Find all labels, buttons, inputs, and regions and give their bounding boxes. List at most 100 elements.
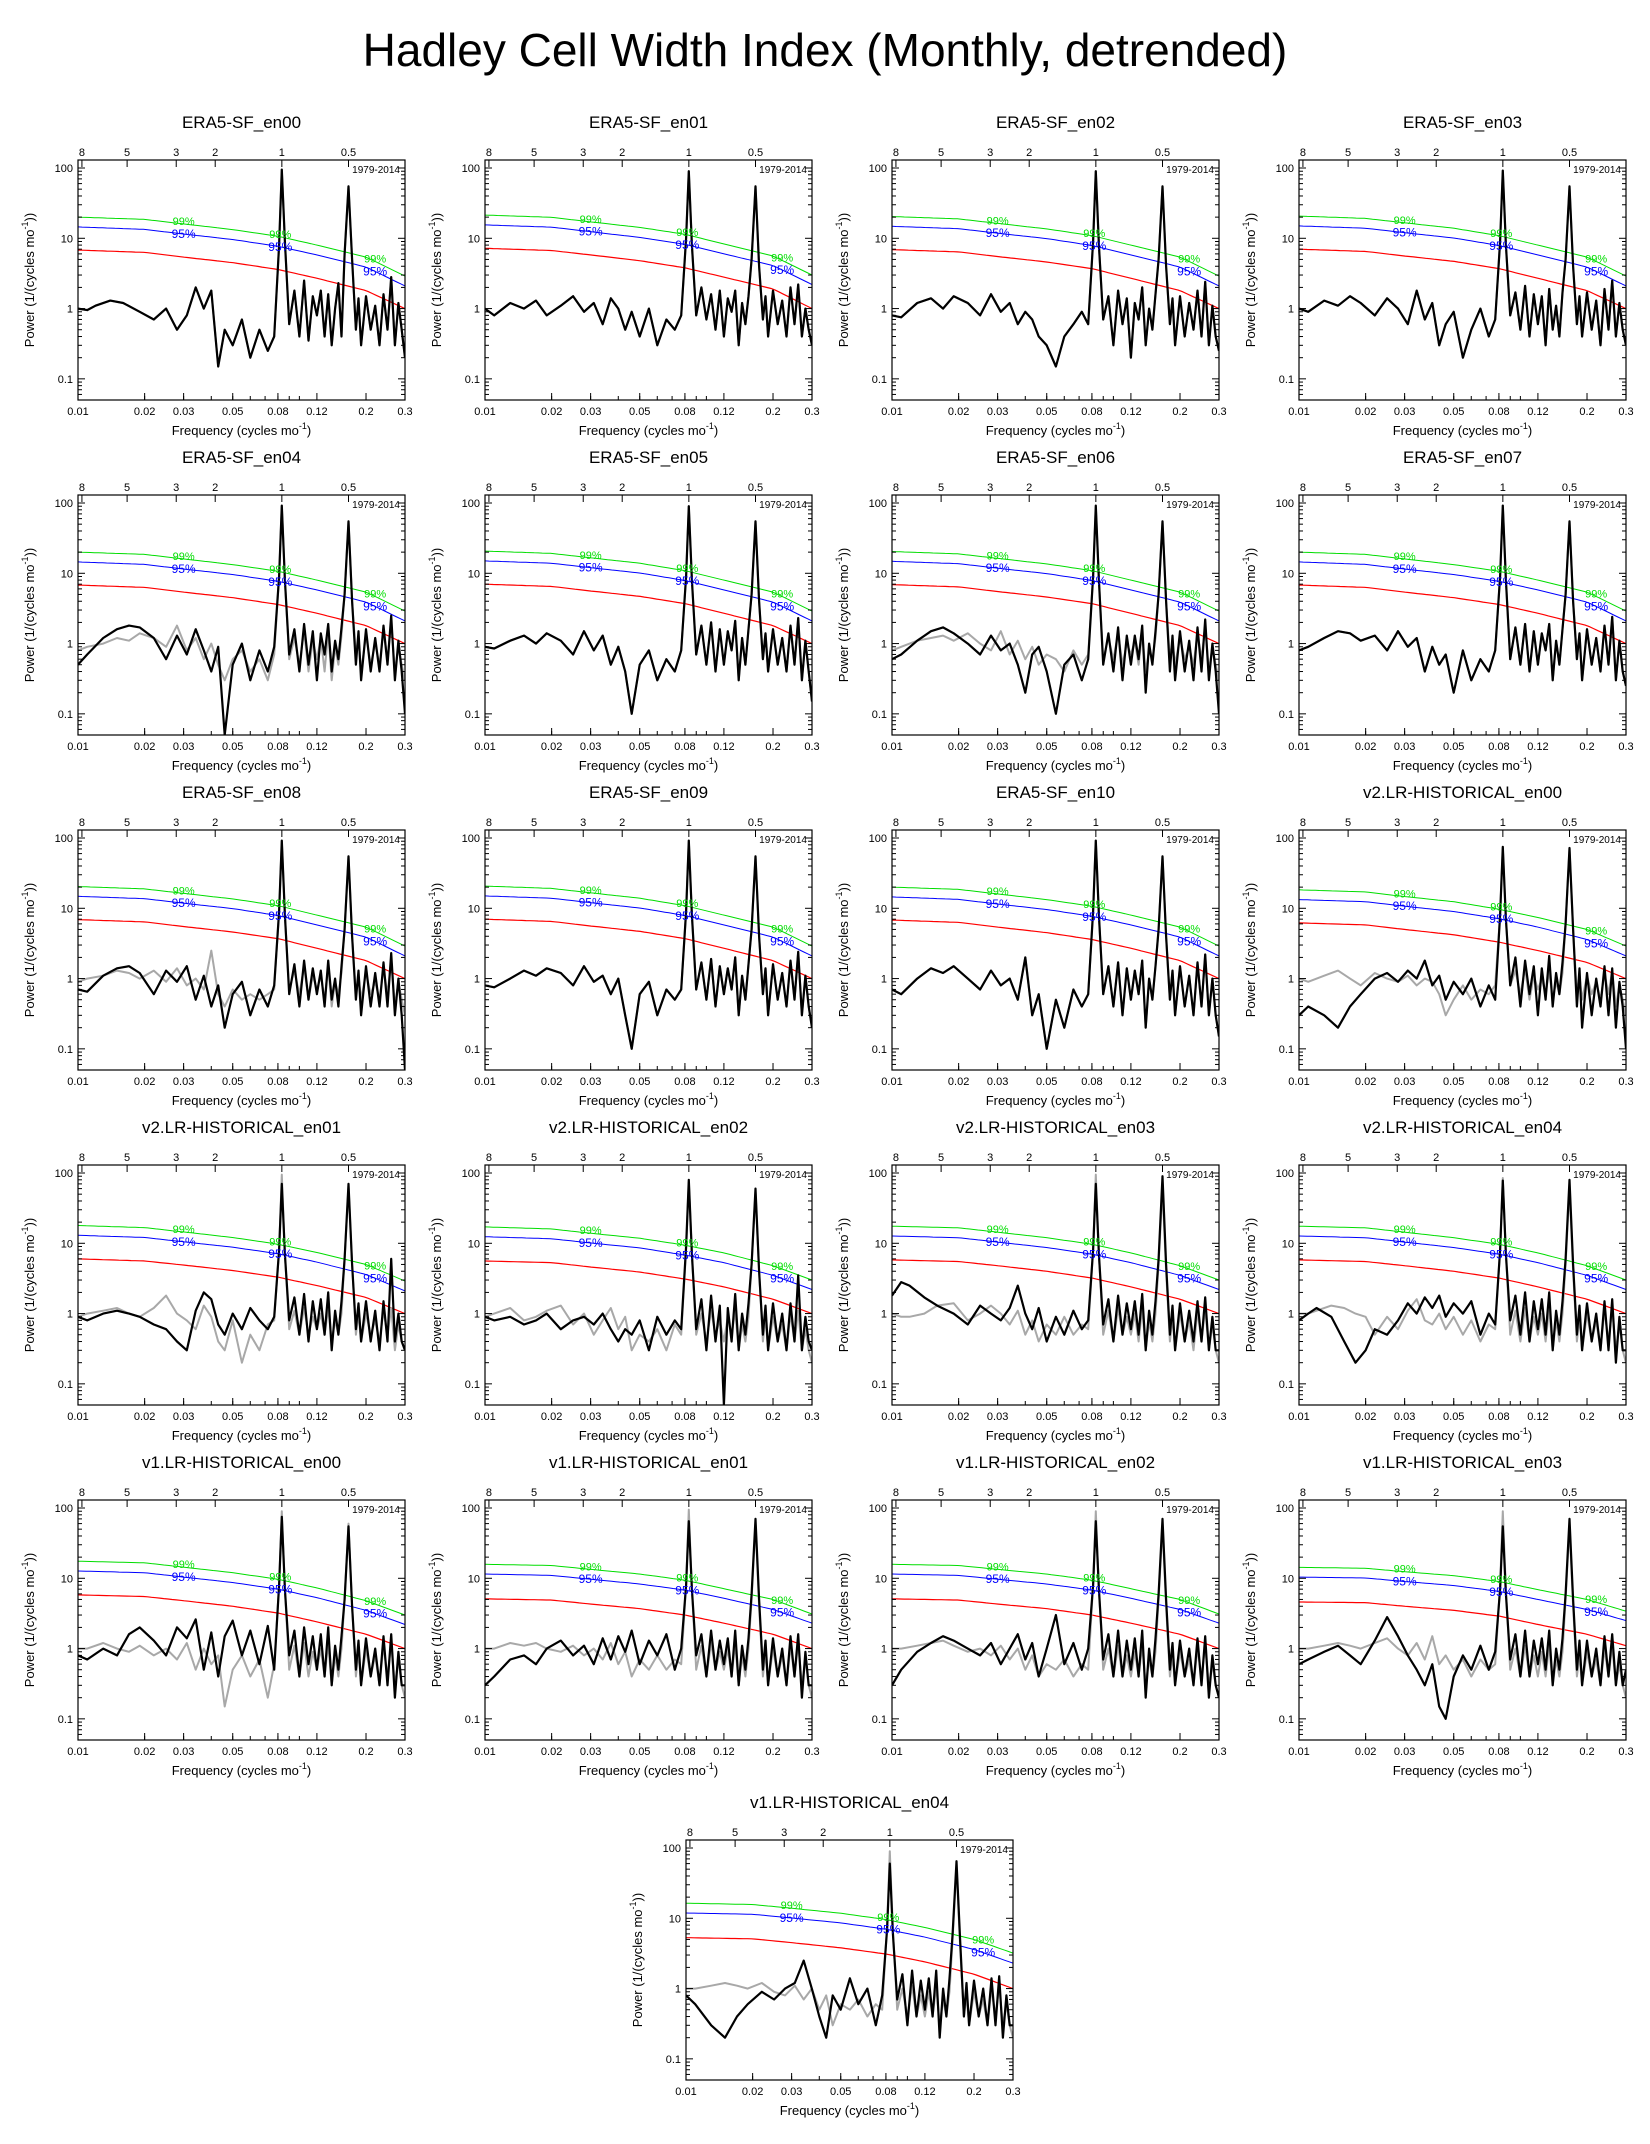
confidence-99-curve — [892, 886, 1219, 947]
panel-title: v1.LR-HISTORICAL_en00 — [142, 1453, 341, 1472]
confidence-99-curve — [78, 886, 405, 947]
plot-frame — [891, 494, 1220, 736]
confidence-95-label: 95% — [675, 909, 699, 923]
confidence-95-label: 95% — [1489, 239, 1513, 253]
confidence-95-label: 95% — [1177, 599, 1201, 613]
period-label: 1979-2014 — [1166, 165, 1214, 176]
reference-spectrum-line — [78, 1510, 405, 1708]
red-noise-curve — [892, 249, 1219, 310]
confidence-95-label: 95% — [1393, 1235, 1417, 1249]
period-tick-label: 2 — [1026, 482, 1032, 494]
period-tick-label: 1 — [1500, 817, 1506, 829]
plot-frame — [891, 829, 1220, 1071]
x-tick-label: 0.12 — [914, 2086, 935, 2098]
panel-title: ERA5-SF_en04 — [182, 448, 301, 467]
period-tick-label: 1 — [686, 482, 692, 494]
period-label: 1979-2014 — [759, 1505, 807, 1516]
period-tick-label: 8 — [79, 482, 85, 494]
y-tick-label: 1 — [474, 304, 480, 316]
period-tick-label: 2 — [1026, 147, 1032, 159]
spectrum-line — [892, 170, 1219, 368]
y-axis-label: Power (1/(cycles mo-1)) — [20, 883, 37, 1017]
spectrum-line — [485, 1178, 812, 1405]
y-tick-label: 100 — [462, 1503, 480, 1515]
confidence-99-curve — [1299, 551, 1626, 612]
y-axis-label: Power (1/(cycles mo-1)) — [1241, 1218, 1258, 1352]
x-tick-label: 0.3 — [1211, 1746, 1226, 1758]
period-label: 1979-2014 — [352, 835, 400, 846]
confidence-99-curve — [892, 216, 1219, 277]
x-tick-label: 0.12 — [306, 406, 327, 418]
red-noise-curve — [78, 584, 405, 645]
panel-title: v1.LR-HISTORICAL_en04 — [750, 1793, 949, 1812]
period-tick-label: 8 — [1300, 482, 1306, 494]
period-tick-label: 1 — [279, 147, 285, 159]
panel-title: ERA5-SF_en07 — [1403, 448, 1522, 467]
x-tick-label: 0.02 — [948, 406, 969, 418]
confidence-95-curve — [485, 224, 812, 285]
x-tick-label: 0.3 — [1211, 406, 1226, 418]
red-noise-curve — [1299, 1601, 1626, 1647]
x-tick-label: 0.02 — [541, 1746, 562, 1758]
period-tick-label: 8 — [893, 1487, 899, 1499]
confidence-99-label: 99% — [173, 885, 195, 897]
period-tick-label: 5 — [124, 817, 130, 829]
confidence-95-curve — [1299, 225, 1626, 287]
y-tick-label: 10 — [875, 233, 887, 245]
x-tick-label: 0.02 — [541, 406, 562, 418]
period-tick-label: 2 — [619, 482, 625, 494]
x-tick-label: 0.12 — [306, 1076, 327, 1088]
y-tick-label: 100 — [869, 1168, 887, 1180]
x-tick-label: 0.08 — [267, 741, 288, 753]
period-tick-label: 5 — [938, 482, 944, 494]
period-tick-label: 3 — [1394, 482, 1400, 494]
confidence-99-label: 99% — [580, 550, 602, 562]
plot-frame — [484, 1499, 813, 1741]
plot-frame — [484, 1164, 813, 1406]
x-tick-label: 0.12 — [306, 1746, 327, 1758]
confidence-95-label: 95% — [363, 934, 387, 948]
spectrum-line — [78, 1515, 405, 1699]
confidence-95-label: 95% — [268, 909, 292, 923]
x-tick-label: 0.3 — [804, 1746, 819, 1758]
x-tick-label: 0.08 — [1081, 406, 1102, 418]
x-tick-label: 0.12 — [1527, 406, 1548, 418]
confidence-99-curve — [686, 1902, 1013, 1954]
period-tick-label: 8 — [893, 817, 899, 829]
y-tick-label: 100 — [869, 833, 887, 845]
y-axis-label: Power (1/(cycles mo-1)) — [834, 1218, 851, 1352]
plot-frame — [891, 1499, 1220, 1741]
x-tick-label: 0.2 — [765, 1411, 780, 1423]
confidence-99-curve — [1299, 1566, 1626, 1612]
plot-frame — [77, 1499, 406, 1741]
spectrum-line — [892, 504, 1219, 715]
period-tick-label: 3 — [781, 1827, 787, 1839]
period-tick-label: 0.5 — [341, 817, 356, 829]
x-axis-label: Frequency (cycles mo-1) — [172, 421, 312, 438]
confidence-99-label: 99% — [1178, 1595, 1200, 1607]
y-tick-label: 0.1 — [58, 1379, 73, 1391]
x-tick-label: 0.2 — [1579, 1411, 1594, 1423]
y-tick-label: 1 — [474, 639, 480, 651]
confidence-99-label: 99% — [676, 898, 698, 910]
confidence-95-curve — [485, 1236, 812, 1290]
confidence-99-label: 99% — [1178, 924, 1200, 936]
period-tick-label: 3 — [987, 147, 993, 159]
confidence-99-label: 99% — [364, 1260, 386, 1272]
panel-title: ERA5-SF_en00 — [182, 113, 301, 132]
x-axis-label: Frequency (cycles mo-1) — [579, 1761, 719, 1778]
period-tick-label: 2 — [1433, 482, 1439, 494]
period-tick-label: 8 — [79, 147, 85, 159]
x-tick-label: 0.12 — [1120, 1746, 1141, 1758]
period-tick-label: 2 — [1026, 1487, 1032, 1499]
confidence-99-label: 99% — [771, 589, 793, 601]
x-tick-label: 0.03 — [580, 741, 601, 753]
period-tick-label: 0.5 — [748, 482, 763, 494]
period-label: 1979-2014 — [759, 165, 807, 176]
panel-title: v1.LR-HISTORICAL_en02 — [956, 1453, 1155, 1472]
confidence-95-label: 95% — [770, 934, 794, 948]
y-tick-label: 10 — [1282, 1238, 1294, 1250]
panel-title: ERA5-SF_en01 — [589, 113, 708, 132]
confidence-99-label: 99% — [1490, 1237, 1512, 1249]
